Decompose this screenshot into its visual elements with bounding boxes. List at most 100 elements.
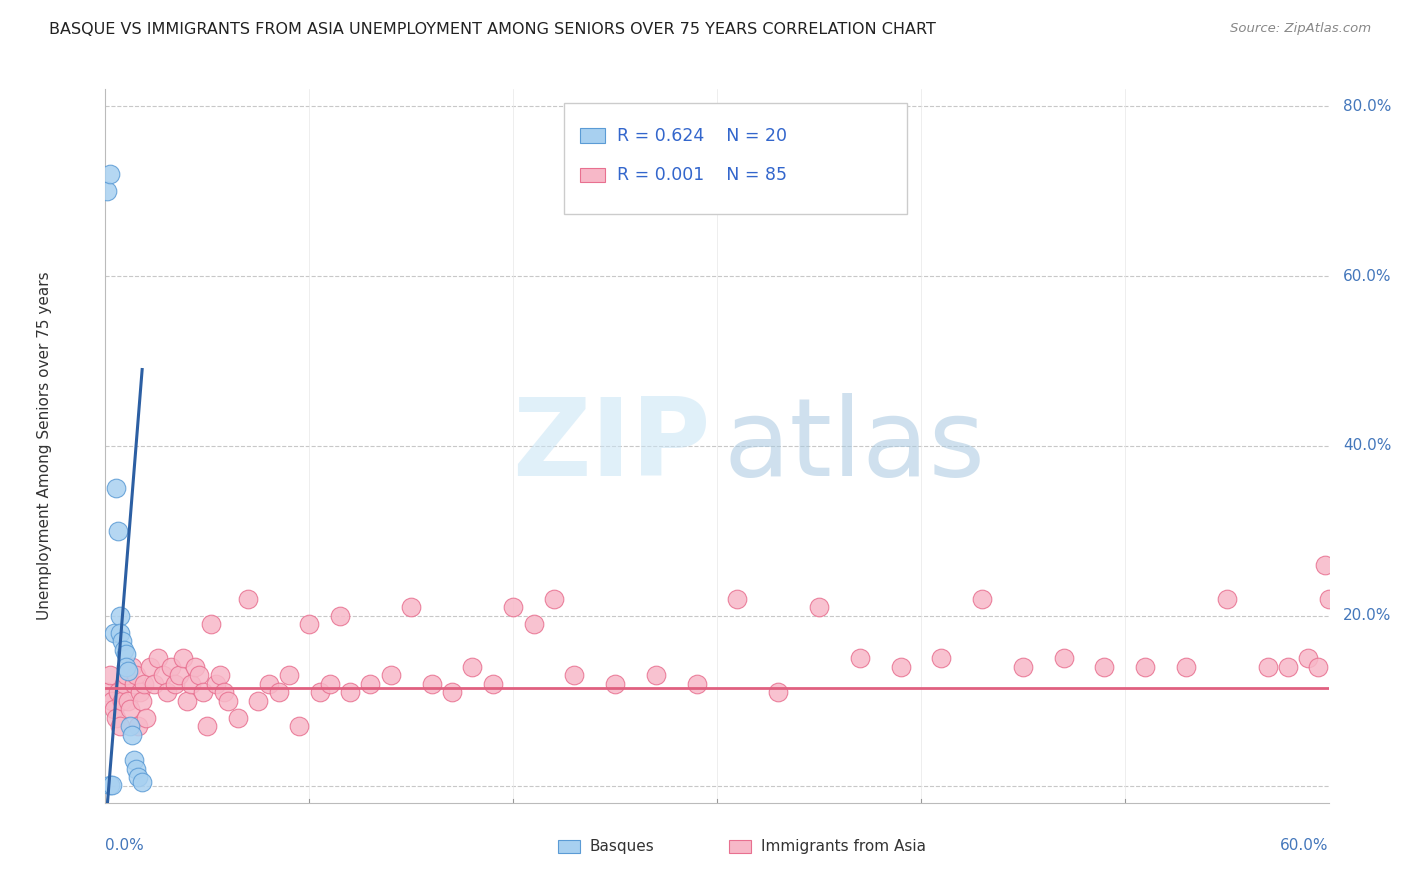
Point [100, 694, 122, 708]
Point [98, 167, 121, 181]
Point [605, 677, 627, 691]
Point [118, 702, 141, 716]
Point [236, 591, 259, 606]
Point [104, 482, 127, 496]
Text: 20.0%: 20.0% [1343, 608, 1392, 624]
Point [100, 778, 122, 792]
Point [461, 660, 484, 674]
Point [115, 668, 138, 682]
Point [122, 753, 145, 767]
Point [127, 719, 149, 733]
Point [98, 778, 121, 792]
FancyBboxPatch shape [558, 840, 581, 853]
Point [481, 677, 503, 691]
FancyBboxPatch shape [564, 103, 907, 214]
Point [807, 600, 830, 615]
Point [329, 608, 352, 623]
Point [727, 591, 749, 606]
Point [420, 677, 443, 691]
Point [111, 694, 134, 708]
Point [686, 677, 709, 691]
Point [115, 647, 138, 661]
Point [339, 685, 361, 699]
Point [193, 685, 215, 699]
Point [212, 685, 235, 699]
Text: Basques: Basques [591, 838, 655, 854]
Point [167, 668, 190, 682]
Point [139, 660, 162, 674]
Point [380, 668, 402, 682]
Point [122, 677, 145, 691]
Point [1296, 651, 1319, 665]
Text: 40.0%: 40.0% [1343, 439, 1392, 453]
Text: Unemployment Among Seniors over 75 years: Unemployment Among Seniors over 75 years [37, 272, 52, 620]
Point [152, 668, 174, 682]
Point [112, 643, 135, 657]
Point [399, 600, 422, 615]
Point [125, 668, 148, 682]
Point [184, 660, 207, 674]
Text: BASQUE VS IMMIGRANTS FROM ASIA UNEMPLOYMENT AMONG SENIORS OVER 75 YEARS CORRELAT: BASQUE VS IMMIGRANTS FROM ASIA UNEMPLOYM… [49, 22, 936, 37]
Point [96, 184, 118, 198]
Point [523, 617, 546, 632]
Point [1317, 591, 1340, 606]
Point [107, 685, 129, 699]
Text: 0.0%: 0.0% [105, 838, 145, 854]
Text: 60.0%: 60.0% [1281, 838, 1329, 854]
Point [159, 660, 181, 674]
Point [103, 702, 125, 716]
Point [257, 677, 280, 691]
Point [131, 774, 153, 789]
Point [143, 677, 166, 691]
Point [247, 694, 270, 708]
Point [103, 626, 125, 640]
Point [890, 660, 912, 674]
Point [1092, 660, 1115, 674]
Point [148, 651, 170, 665]
Point [226, 711, 249, 725]
Text: Immigrants from Asia: Immigrants from Asia [761, 838, 927, 854]
Point [318, 677, 342, 691]
Point [768, 685, 790, 699]
Point [849, 651, 872, 665]
Point [108, 608, 131, 623]
Point [298, 617, 321, 632]
Point [121, 728, 143, 742]
Point [278, 668, 301, 682]
Point [308, 685, 330, 699]
Point [360, 677, 382, 691]
Point [127, 770, 149, 784]
Point [112, 677, 135, 691]
Point [118, 719, 141, 733]
Point [96, 685, 118, 699]
Text: atlas: atlas [723, 393, 986, 499]
Point [115, 660, 138, 674]
Point [129, 685, 152, 699]
Point [502, 600, 524, 615]
FancyBboxPatch shape [581, 168, 605, 182]
Text: ZIP: ZIP [512, 393, 711, 499]
Point [134, 677, 156, 691]
Point [180, 677, 202, 691]
Point [441, 685, 464, 699]
Point [121, 660, 143, 674]
Point [267, 685, 290, 699]
Point [970, 591, 993, 606]
Text: 60.0%: 60.0% [1343, 268, 1392, 284]
Point [204, 677, 226, 691]
Point [117, 664, 139, 678]
Point [1308, 660, 1330, 674]
Point [931, 651, 953, 665]
Text: R = 0.624    N = 20: R = 0.624 N = 20 [617, 127, 787, 145]
Point [195, 719, 219, 733]
Point [1175, 660, 1198, 674]
Point [135, 711, 157, 725]
Point [562, 668, 586, 682]
Point [208, 668, 231, 682]
Point [188, 668, 211, 682]
Point [111, 634, 134, 648]
Point [217, 694, 239, 708]
Point [1256, 660, 1278, 674]
Point [1277, 660, 1299, 674]
Point [107, 524, 129, 538]
